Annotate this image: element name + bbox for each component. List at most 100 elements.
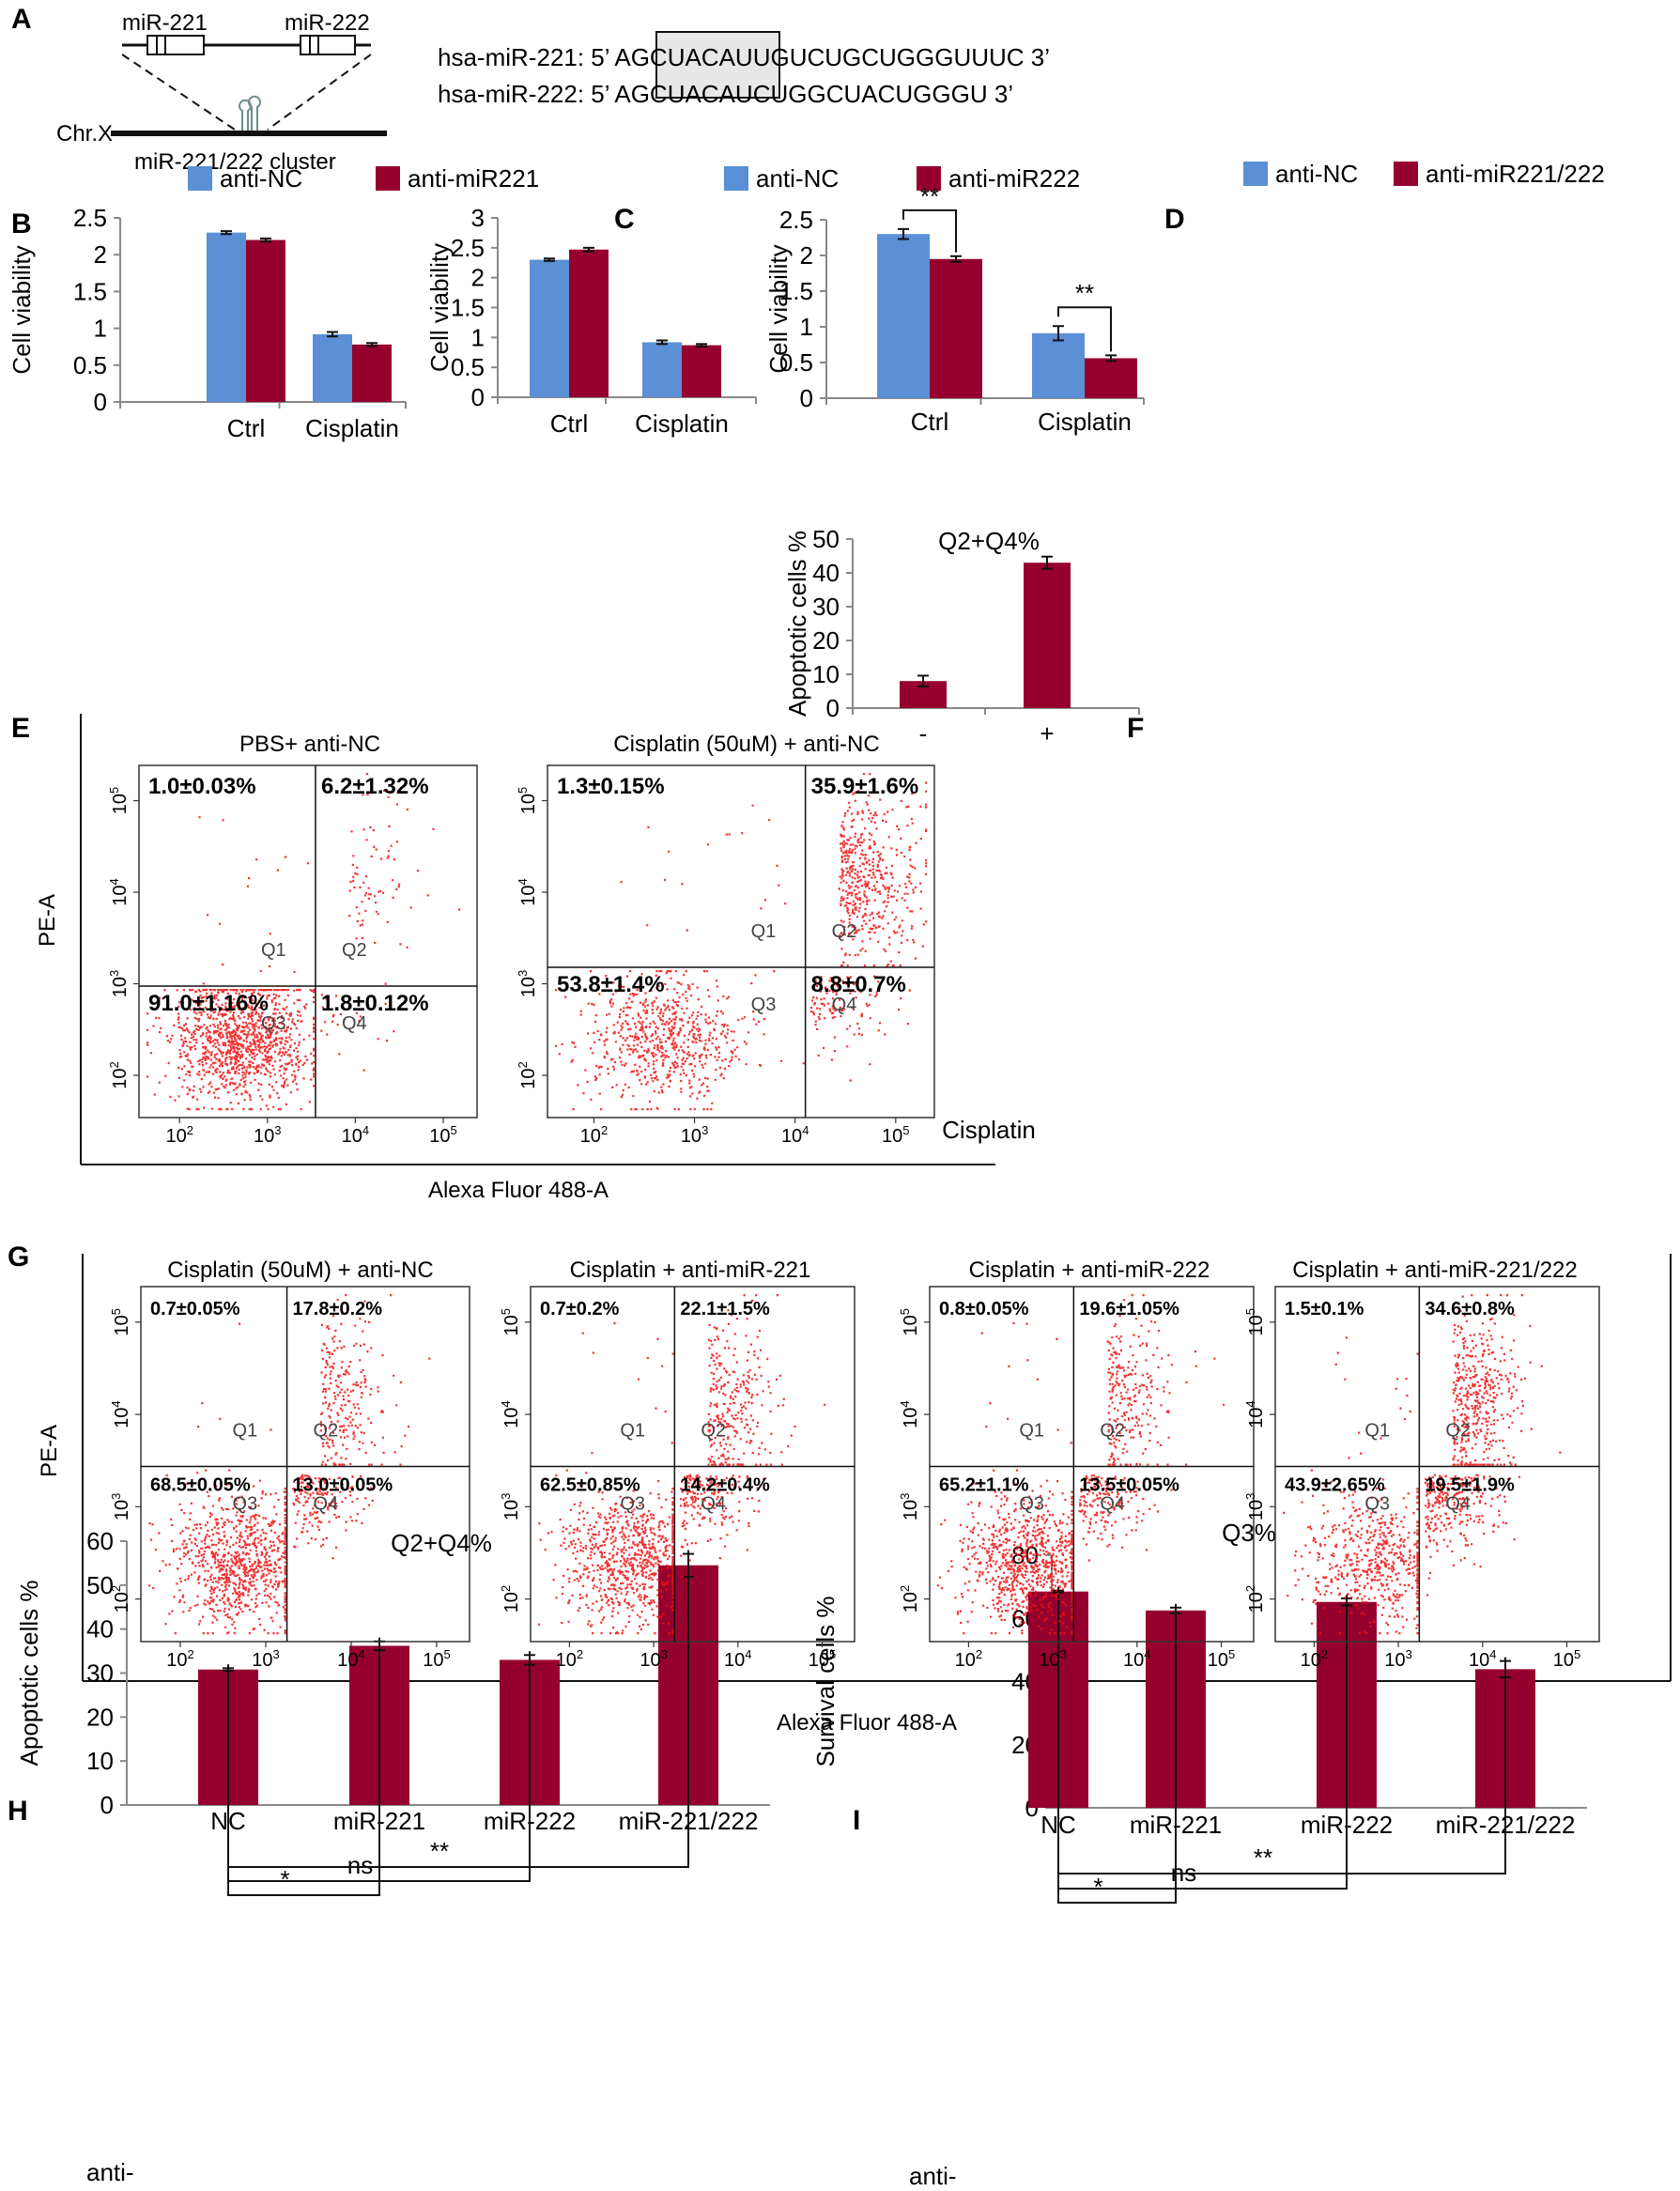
quadrant-name: Q2	[1445, 1421, 1471, 1442]
decade-exponent: 5	[444, 1647, 451, 1661]
zoom-line-left	[121, 54, 236, 131]
chart-d: 0 0.5 1 1.5 2 2.5 Cell viability Ctrl Cisplatin a…	[764, 160, 1605, 436]
x-decade-label: 103	[1039, 1647, 1066, 1671]
decade-base: 10	[110, 1068, 131, 1088]
x-decade-label: 103	[1384, 1647, 1411, 1671]
q4-percent: 1.8±0.12%	[321, 991, 429, 1016]
decade-base: 10	[724, 1650, 745, 1671]
zoom-line-right	[267, 54, 372, 131]
decade-base: 10	[112, 1592, 132, 1612]
category-prefix: anti-	[86, 2158, 134, 2186]
x-category-label: Cisplatin	[635, 409, 729, 438]
chart-title: Q2+Q4%	[391, 1529, 492, 1557]
decade-exponent: 3	[109, 1493, 123, 1500]
flow-plot-4: Cisplatin + anti-miR-221 Q1 Q2 Q3 Q4 0.7±0.2%…	[499, 1258, 855, 1671]
decade-exponent: 2	[601, 1123, 608, 1137]
flow-plot-title: Cisplatin + anti-miR-222	[969, 1258, 1210, 1283]
dot-cloud	[937, 1294, 1225, 1635]
bar-q2-q4-	[1024, 563, 1071, 708]
bar-anti-nc	[642, 342, 682, 397]
dot-cloud	[148, 1294, 431, 1635]
decade-exponent: 2	[188, 1647, 194, 1661]
decade-base: 10	[501, 1315, 522, 1335]
y-decade-label: 103	[1243, 1493, 1267, 1520]
x-decade-label: 104	[1469, 1647, 1496, 1671]
q3-percent: 65.2±1.1%	[939, 1475, 1029, 1496]
seed-highlight-box	[655, 31, 780, 99]
significance-bracket	[902, 208, 957, 253]
x-decade-label: 102	[580, 1123, 608, 1147]
q3-percent: 68.5±0.05%	[150, 1475, 251, 1496]
quadrant-name: Q3	[233, 1494, 258, 1515]
decade-exponent: 5	[516, 787, 530, 794]
decade-base: 10	[955, 1650, 976, 1671]
quadrant-name: Q1	[620, 1421, 645, 1442]
flow-plot-title: Cisplatin (50uM) + anti-NC	[613, 732, 879, 757]
decade-base: 10	[781, 1126, 802, 1147]
y-tick-label: 0	[100, 1791, 114, 1819]
x-category-label: Cisplatin	[305, 414, 399, 442]
decade-base: 10	[342, 1126, 362, 1147]
y-tick-label: 0	[800, 384, 813, 412]
legend-swatch	[1243, 162, 1268, 186]
x-decade-label: 102	[165, 1123, 193, 1147]
y-tick-label: 40	[86, 1615, 114, 1643]
decade-exponent: 2	[898, 1585, 912, 1592]
y-decade-label: 104	[516, 878, 539, 905]
q2-percent: 19.6±1.05%	[1079, 1299, 1179, 1319]
decade-exponent: 2	[109, 1585, 123, 1592]
decade-base: 10	[337, 1650, 358, 1671]
x-decade-label: 104	[781, 1123, 809, 1147]
decade-base: 10	[518, 1068, 539, 1088]
legend-label: anti-NC	[1275, 160, 1358, 188]
x-decade-label: 102	[556, 1647, 583, 1671]
chart-i: 020406080Survival cells %NCmiR-221miR-22…	[811, 1519, 1587, 2190]
decade-base: 10	[1246, 1408, 1267, 1428]
decade-base: 10	[423, 1650, 443, 1671]
q3-percent: 91.0±1.16%	[148, 991, 269, 1016]
decade-base: 10	[1246, 1500, 1267, 1520]
y-decade-label: 104	[109, 1400, 132, 1427]
significance-label: **	[920, 182, 939, 210]
x-axis-label: Cisplatin	[942, 1116, 1036, 1144]
y-decade-label: 102	[107, 1061, 131, 1088]
flow-plot-title: Cisplatin + anti-miR-221/222	[1292, 1258, 1577, 1283]
decade-exponent: 4	[107, 878, 121, 885]
y-tick-label: 2	[800, 241, 813, 270]
y-tick-label: 2.5	[451, 234, 485, 262]
panel-label-h: H	[8, 1796, 28, 1827]
decade-base: 10	[901, 1408, 921, 1428]
x-decade-label: 103	[640, 1647, 667, 1671]
dot-cloud	[1283, 1294, 1562, 1635]
decade-exponent: 4	[1144, 1647, 1150, 1661]
mir222-box	[300, 35, 356, 55]
y-tick-label: 2.5	[73, 204, 107, 232]
decade-exponent: 5	[829, 1647, 836, 1661]
y-decade-label: 105	[499, 1308, 522, 1335]
q1-percent: 1.3±0.15%	[557, 774, 665, 799]
decade-base: 10	[110, 794, 131, 814]
y-axis-label: Cell viability	[764, 244, 793, 373]
y-tick-label: 20	[812, 626, 840, 655]
decade-exponent: 2	[577, 1647, 583, 1661]
plot-frame	[140, 1286, 470, 1643]
decade-base: 10	[882, 1126, 902, 1147]
y-decade-label: 103	[499, 1493, 522, 1520]
x-decade-label: 102	[1301, 1647, 1328, 1671]
quadrant-name: Q3	[620, 1494, 645, 1515]
dot-cloud	[555, 773, 928, 1111]
plot-frame	[1274, 1286, 1600, 1643]
decade-exponent: 4	[499, 1400, 513, 1407]
x-decade-label: 105	[423, 1647, 450, 1671]
bar-anti-mir222	[569, 249, 609, 397]
y-decade-label: 104	[107, 878, 131, 905]
decade-base: 10	[580, 1126, 601, 1147]
decade-exponent: 4	[109, 1400, 123, 1407]
q4-percent: 8.8±0.7%	[811, 972, 906, 997]
decade-exponent: 5	[107, 787, 121, 794]
panel-label-c: C	[614, 204, 635, 235]
